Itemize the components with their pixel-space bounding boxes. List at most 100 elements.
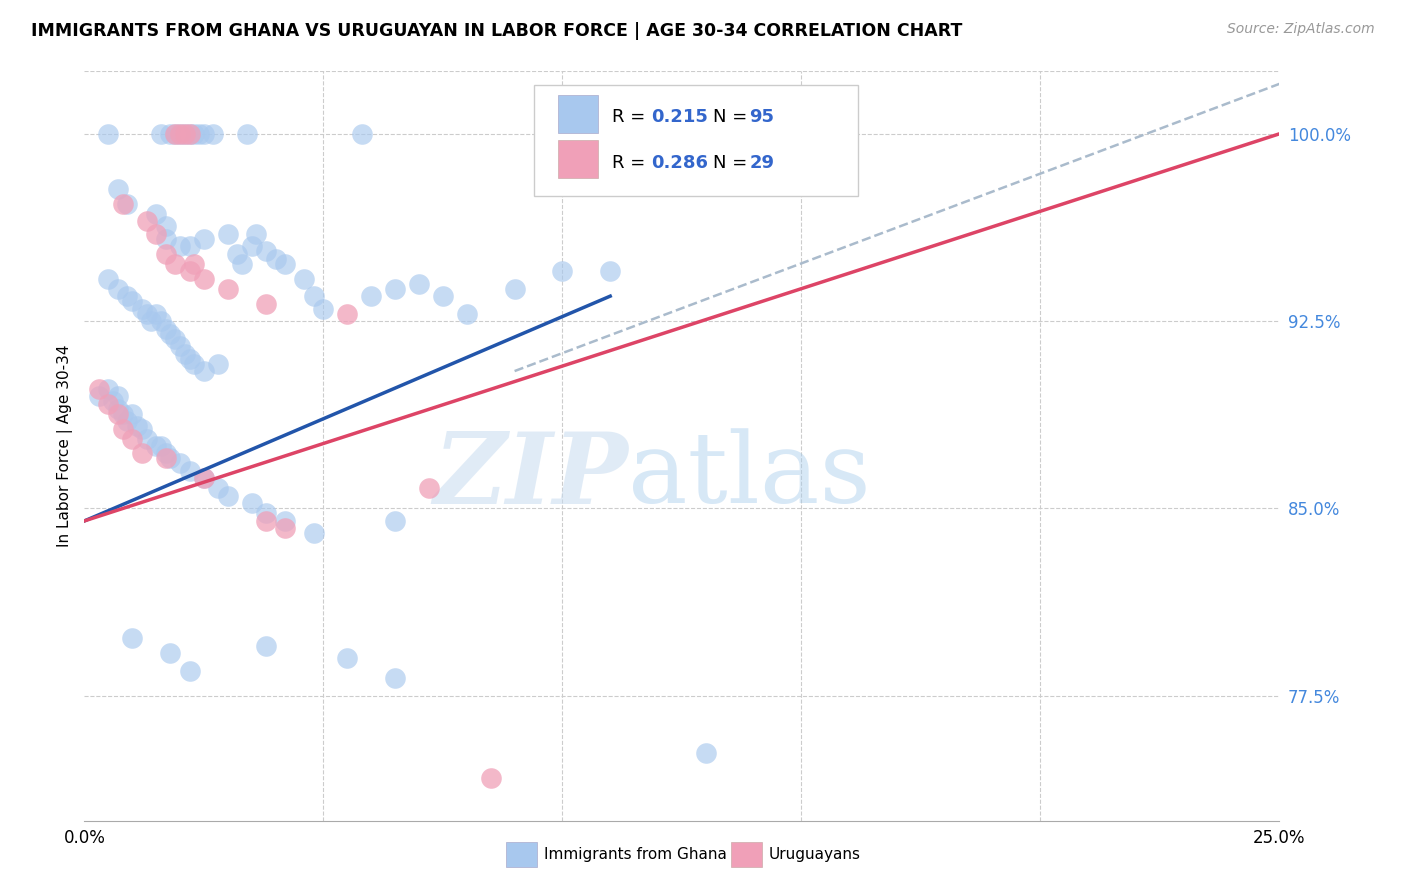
Point — [125, 419, 148, 434]
Point — [141, 314, 163, 328]
Point — [149, 439, 172, 453]
Point — [155, 232, 177, 246]
Point — [217, 282, 239, 296]
Point — [165, 127, 187, 141]
Point — [179, 127, 201, 141]
Point — [179, 264, 201, 278]
Text: 95: 95 — [749, 109, 775, 127]
Point — [179, 127, 201, 141]
Point — [145, 439, 167, 453]
Point — [97, 127, 120, 141]
Point — [503, 282, 526, 296]
Point — [165, 332, 187, 346]
Point — [207, 357, 229, 371]
Point — [169, 127, 191, 141]
Point — [111, 407, 134, 421]
Point — [479, 771, 502, 785]
Point — [149, 314, 172, 328]
Point — [418, 482, 440, 496]
Point — [97, 271, 120, 285]
Y-axis label: In Labor Force | Age 30-34: In Labor Force | Age 30-34 — [58, 344, 73, 548]
Point — [336, 651, 359, 665]
Point — [384, 282, 406, 296]
Point — [121, 632, 143, 646]
Point — [302, 526, 325, 541]
Text: Source: ZipAtlas.com: Source: ZipAtlas.com — [1227, 22, 1375, 37]
Text: IMMIGRANTS FROM GHANA VS URUGUAYAN IN LABOR FORCE | AGE 30-34 CORRELATION CHART: IMMIGRANTS FROM GHANA VS URUGUAYAN IN LA… — [31, 22, 962, 40]
Point — [111, 421, 134, 435]
Point — [292, 271, 315, 285]
Point — [145, 307, 167, 321]
Point — [97, 382, 120, 396]
Point — [179, 664, 201, 678]
Point — [87, 382, 110, 396]
Point — [302, 289, 325, 303]
Text: Immigrants from Ghana: Immigrants from Ghana — [544, 847, 727, 862]
Point — [551, 264, 574, 278]
Point — [159, 127, 181, 141]
Point — [254, 296, 277, 310]
Point — [155, 446, 177, 460]
Text: 0.286: 0.286 — [651, 153, 709, 171]
Point — [207, 482, 229, 496]
Point — [456, 307, 478, 321]
Point — [254, 507, 277, 521]
Point — [183, 357, 205, 371]
Point — [202, 127, 225, 141]
Point — [360, 289, 382, 303]
Point — [169, 239, 191, 253]
Point — [121, 432, 143, 446]
Point — [193, 232, 215, 246]
Text: R =: R = — [612, 109, 651, 127]
Point — [384, 514, 406, 528]
Point — [131, 446, 153, 460]
Point — [135, 214, 157, 228]
Point — [254, 244, 277, 259]
Point — [155, 246, 177, 260]
Point — [240, 239, 263, 253]
Point — [240, 496, 263, 510]
Text: atlas: atlas — [628, 428, 870, 524]
Point — [97, 396, 120, 410]
Point — [159, 326, 181, 341]
Point — [173, 127, 195, 141]
Point — [111, 196, 134, 211]
Text: N =: N = — [713, 153, 752, 171]
Point — [179, 351, 201, 366]
Point — [155, 451, 177, 466]
Point — [695, 746, 717, 760]
Text: R =: R = — [612, 153, 651, 171]
Point — [231, 257, 253, 271]
Point — [169, 339, 191, 353]
Point — [121, 407, 143, 421]
Point — [107, 401, 129, 416]
Text: N =: N = — [713, 109, 752, 127]
Text: 29: 29 — [749, 153, 775, 171]
Point — [173, 346, 195, 360]
Point — [155, 321, 177, 335]
Point — [350, 127, 373, 141]
Point — [193, 471, 215, 485]
Point — [131, 421, 153, 435]
Point — [159, 451, 181, 466]
Point — [107, 407, 129, 421]
Point — [149, 127, 172, 141]
Point — [193, 471, 215, 485]
Point — [169, 127, 191, 141]
Point — [173, 127, 195, 141]
Point — [183, 127, 205, 141]
Point — [408, 277, 430, 291]
Point — [179, 239, 201, 253]
Point — [336, 307, 359, 321]
Point — [121, 294, 143, 309]
Point — [169, 457, 191, 471]
Point — [274, 257, 297, 271]
Point — [193, 127, 215, 141]
Point — [165, 257, 187, 271]
Point — [312, 301, 335, 316]
Point — [165, 127, 187, 141]
Point — [245, 227, 267, 241]
Point — [599, 264, 621, 278]
Point — [217, 227, 239, 241]
Point — [107, 389, 129, 403]
